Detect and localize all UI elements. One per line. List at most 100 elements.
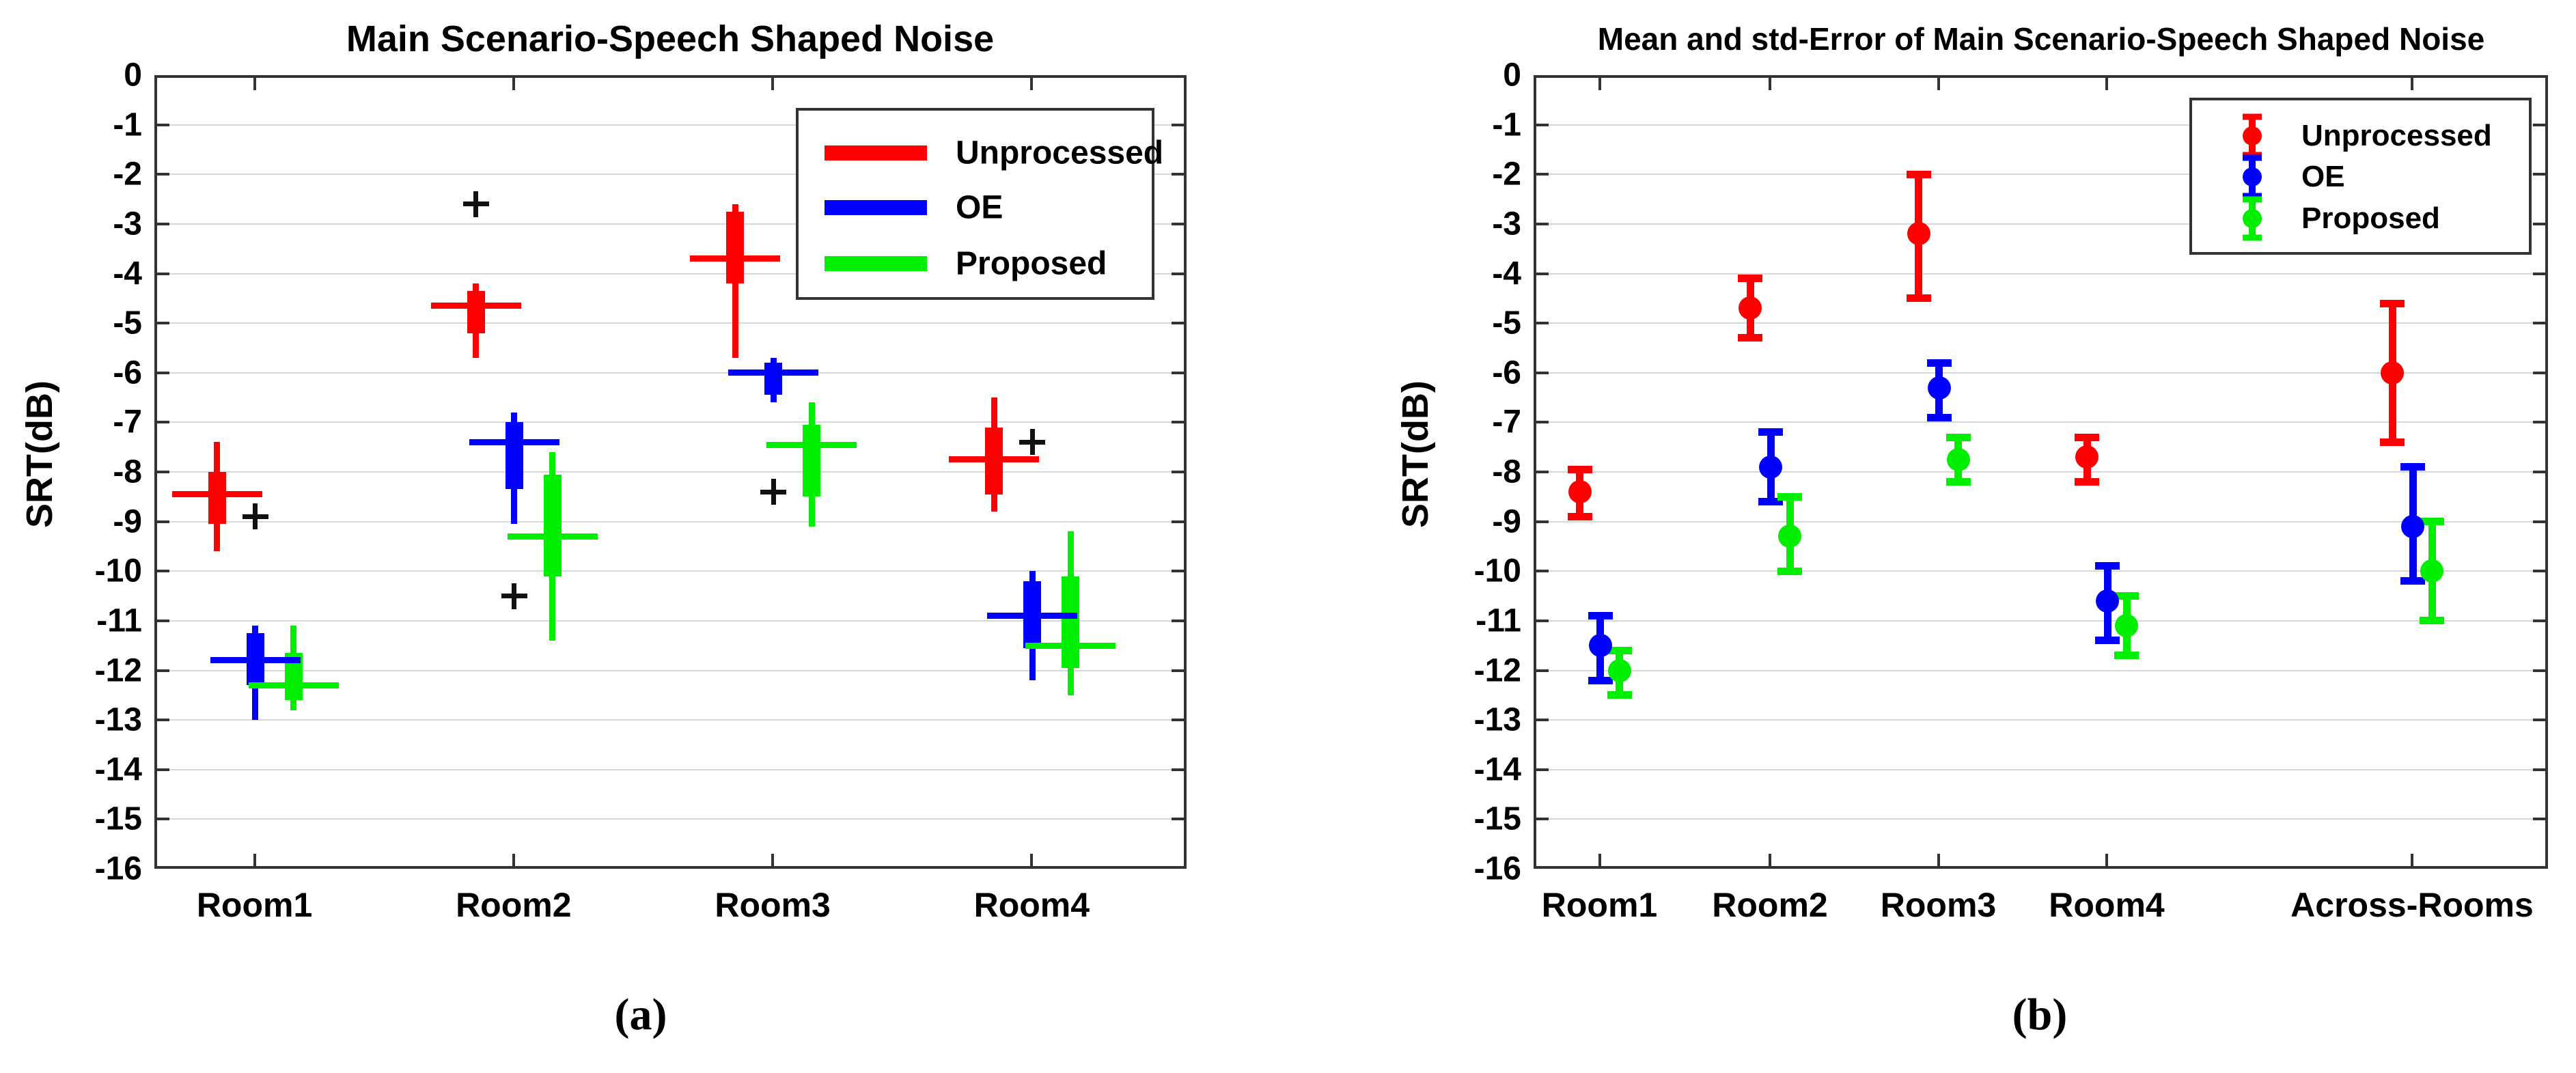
x-tick: [1769, 854, 1771, 869]
y-tick-label: -5: [113, 305, 142, 342]
errorbar-cap: [1945, 478, 1971, 486]
y-tick-label: -14: [1473, 751, 1521, 788]
y-tick-label: -4: [1492, 255, 1521, 292]
legend-errorbar-icon: [2243, 193, 2262, 199]
y-tick-label: -11: [96, 602, 142, 639]
y-tick: [154, 570, 169, 573]
y-tick: [2533, 818, 2548, 821]
errorbar-cap: [1926, 413, 1952, 421]
y-tick: [154, 322, 169, 325]
legend-label: Unprocessed: [2301, 119, 2492, 152]
gridline: [1534, 124, 2548, 126]
gridline: [1534, 421, 2548, 423]
panel-a-title: Main Scenario-Speech Shaped Noise: [346, 18, 995, 59]
errorbar-cap: [1738, 275, 1762, 283]
box-median-line: [987, 613, 1078, 619]
y-tick: [154, 768, 169, 771]
y-tick: [1534, 421, 1549, 424]
y-tick-label: -6: [113, 354, 142, 391]
x-tick: [2105, 854, 2109, 869]
y-tick: [1172, 471, 1187, 473]
gridline: [154, 372, 1187, 374]
mean-marker: [1739, 296, 1762, 320]
y-tick: [154, 471, 169, 473]
y-tick: [154, 222, 169, 225]
errorbar-cap: [2380, 438, 2405, 446]
gridline: [1534, 322, 2548, 324]
mean-marker: [2096, 589, 2120, 613]
y-tick: [2533, 272, 2548, 275]
y-tick: [2533, 322, 2548, 325]
y-tick: [1172, 371, 1187, 374]
gridline: [1534, 173, 2548, 176]
gridline: [1534, 570, 2548, 572]
y-tick: [1172, 669, 1187, 672]
mean-marker: [1588, 634, 1612, 658]
x-tick: [1937, 854, 1940, 869]
box-median-line: [766, 441, 857, 448]
y-tick: [154, 371, 169, 374]
x-tick: [2411, 75, 2413, 90]
y-tick: [1534, 123, 1549, 126]
y-tick: [1534, 570, 1549, 573]
y-tick: [2533, 222, 2548, 225]
box-median-line: [430, 303, 521, 309]
y-tick: [1534, 173, 1549, 176]
errorbar-cap: [2095, 562, 2120, 570]
y-tick-label: -10: [1473, 553, 1521, 589]
y-tick: [1172, 570, 1187, 573]
y-tick: [154, 272, 169, 275]
gridline: [154, 719, 1187, 721]
y-tick: [1172, 173, 1187, 176]
gridline: [1534, 223, 2548, 225]
x-category-label: Room2: [1712, 886, 1828, 924]
errorbar-cap: [2095, 637, 2120, 645]
y-tick: [154, 421, 169, 424]
legend: Unprocessed OE Proposed: [796, 108, 1163, 300]
gridline: [154, 322, 1187, 324]
mean-marker: [2115, 614, 2139, 638]
y-tick: [1172, 322, 1187, 325]
y-tick-label: -12: [1473, 652, 1521, 688]
legend-line-swatch: [825, 145, 927, 161]
box-body: [764, 363, 783, 395]
box-body: [543, 474, 562, 576]
box-body: [1062, 576, 1080, 668]
x-category-label: Across-Rooms: [2290, 886, 2534, 924]
box-body: [467, 290, 485, 333]
box-median-line: [210, 657, 301, 664]
x-tick: [1030, 854, 1034, 869]
x-category-label: Room2: [456, 886, 572, 924]
gridline: [1534, 273, 2548, 275]
errorbar-cap: [1906, 294, 1931, 303]
mean-marker: [1946, 447, 1970, 471]
errorbar-cap: [1945, 433, 1971, 441]
box-median-line: [507, 533, 598, 540]
legend: Unprocessed OE Proposed: [2189, 98, 2532, 255]
y-tick: [2533, 619, 2548, 622]
errorbar-cap: [2400, 577, 2425, 585]
legend-label: Proposed: [956, 245, 1107, 282]
box-median-line: [248, 682, 339, 688]
y-tick: [154, 669, 169, 672]
legend-label: Unprocessed: [956, 135, 1164, 171]
y-tick: [1172, 520, 1187, 523]
legend-errorbar-icon: [2243, 126, 2262, 145]
legend-errorbar-icon: [2243, 167, 2262, 186]
box-median-line: [171, 491, 262, 498]
errorbar-cap: [2420, 617, 2444, 625]
y-tick: [1534, 322, 1549, 325]
y-tick-label: -7: [1492, 404, 1521, 441]
legend-line-swatch: [825, 256, 927, 271]
x-tick: [1598, 75, 1601, 90]
errorbar-cap: [1588, 612, 1613, 620]
x-category-label: Room3: [1880, 886, 1997, 924]
panel-a-caption: (a): [614, 990, 667, 1040]
y-tick: [2533, 570, 2548, 573]
errorbar-cap: [1567, 512, 1592, 520]
y-tick: [1534, 619, 1549, 622]
y-tick: [1172, 818, 1187, 821]
errorbar-cap: [2420, 518, 2444, 526]
x-tick: [2411, 854, 2413, 869]
